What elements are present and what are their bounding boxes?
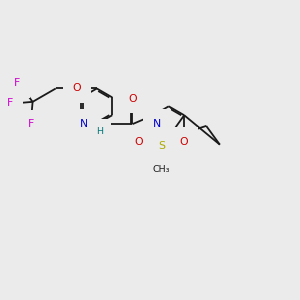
Text: O: O bbox=[73, 83, 82, 94]
Text: F: F bbox=[28, 119, 34, 129]
Text: CH₃: CH₃ bbox=[153, 165, 170, 174]
Text: F: F bbox=[14, 78, 20, 88]
Text: F: F bbox=[7, 98, 13, 108]
Text: S: S bbox=[158, 140, 165, 151]
Text: H: H bbox=[96, 127, 103, 136]
Text: O: O bbox=[128, 94, 137, 103]
Text: N: N bbox=[153, 119, 161, 129]
Text: N: N bbox=[80, 119, 88, 129]
Text: O: O bbox=[135, 137, 143, 147]
Text: O: O bbox=[180, 137, 188, 147]
